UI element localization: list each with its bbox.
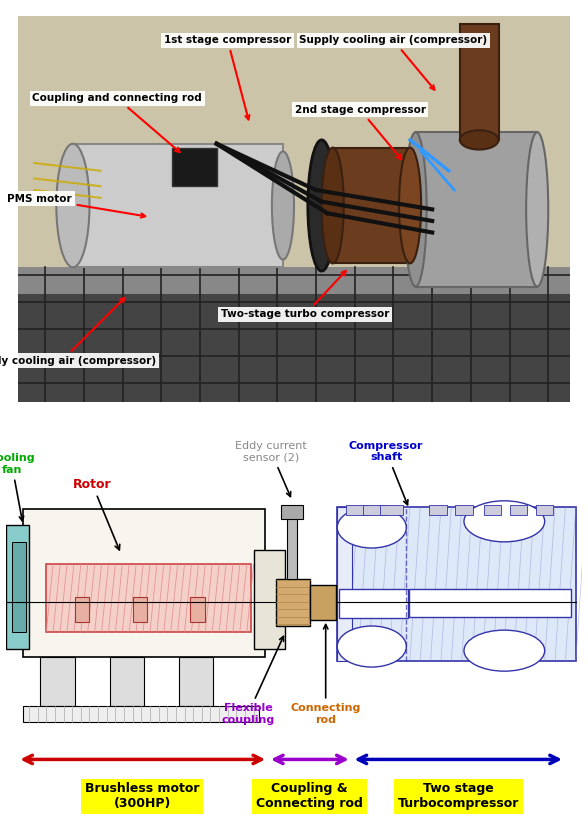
Ellipse shape: [460, 131, 499, 149]
Ellipse shape: [337, 507, 406, 548]
FancyBboxPatch shape: [41, 657, 75, 706]
Text: Cooling
fan: Cooling fan: [0, 453, 35, 521]
FancyBboxPatch shape: [287, 517, 298, 579]
Text: Connecting
rod: Connecting rod: [290, 625, 361, 725]
Ellipse shape: [405, 132, 427, 287]
FancyBboxPatch shape: [346, 505, 369, 516]
FancyBboxPatch shape: [281, 505, 303, 520]
FancyBboxPatch shape: [179, 657, 213, 706]
FancyBboxPatch shape: [75, 597, 89, 622]
Text: Two-stage turbo compressor: Two-stage turbo compressor: [221, 271, 389, 319]
Text: Supply cooling air (compressor): Supply cooling air (compressor): [0, 298, 156, 365]
Ellipse shape: [526, 132, 548, 287]
Ellipse shape: [464, 501, 544, 542]
Bar: [460, 24, 499, 140]
Text: 2nd stage compressor: 2nd stage compressor: [295, 105, 426, 159]
Text: Supply cooling air (compressor): Supply cooling air (compressor): [299, 35, 487, 89]
FancyBboxPatch shape: [253, 550, 285, 649]
Text: PMS motor: PMS motor: [8, 194, 145, 218]
Bar: [416, 132, 537, 287]
FancyBboxPatch shape: [6, 525, 29, 649]
Bar: [172, 148, 216, 186]
Ellipse shape: [322, 148, 344, 264]
Ellipse shape: [272, 151, 294, 259]
FancyBboxPatch shape: [23, 706, 259, 722]
FancyBboxPatch shape: [109, 657, 144, 706]
FancyBboxPatch shape: [429, 505, 447, 516]
FancyBboxPatch shape: [310, 585, 336, 620]
FancyBboxPatch shape: [133, 597, 147, 622]
FancyBboxPatch shape: [46, 565, 250, 632]
FancyBboxPatch shape: [276, 579, 310, 626]
FancyBboxPatch shape: [363, 505, 386, 516]
Ellipse shape: [399, 148, 421, 264]
Text: Coupling &
Connecting rod: Coupling & Connecting rod: [256, 782, 363, 810]
Bar: [18, 16, 570, 268]
Text: Coupling and connecting rod: Coupling and connecting rod: [32, 94, 202, 152]
FancyBboxPatch shape: [12, 542, 26, 632]
Text: Compressor
shaft: Compressor shaft: [349, 441, 423, 505]
FancyBboxPatch shape: [191, 597, 205, 622]
FancyBboxPatch shape: [510, 505, 527, 516]
Ellipse shape: [308, 140, 335, 271]
FancyBboxPatch shape: [337, 507, 576, 661]
FancyBboxPatch shape: [455, 505, 473, 516]
Bar: [73, 144, 283, 268]
FancyBboxPatch shape: [23, 509, 265, 657]
Text: Flexible
coupling: Flexible coupling: [221, 636, 283, 725]
FancyBboxPatch shape: [337, 507, 352, 661]
Text: Two stage
Turbocompressor: Two stage Turbocompressor: [397, 782, 519, 810]
FancyBboxPatch shape: [380, 505, 403, 516]
Text: Brushless motor
(300HP): Brushless motor (300HP): [85, 782, 200, 810]
Text: 1st stage compressor: 1st stage compressor: [164, 35, 291, 120]
FancyBboxPatch shape: [536, 505, 553, 516]
Ellipse shape: [464, 630, 544, 671]
FancyBboxPatch shape: [339, 589, 408, 617]
Ellipse shape: [337, 626, 406, 667]
FancyBboxPatch shape: [484, 505, 502, 516]
Text: Rotor: Rotor: [73, 478, 120, 550]
Bar: [333, 148, 410, 264]
Ellipse shape: [56, 144, 89, 267]
Bar: [18, 268, 570, 402]
Bar: [18, 267, 570, 294]
Text: Eddy current
sensor (2): Eddy current sensor (2): [235, 441, 307, 497]
FancyBboxPatch shape: [409, 589, 570, 617]
